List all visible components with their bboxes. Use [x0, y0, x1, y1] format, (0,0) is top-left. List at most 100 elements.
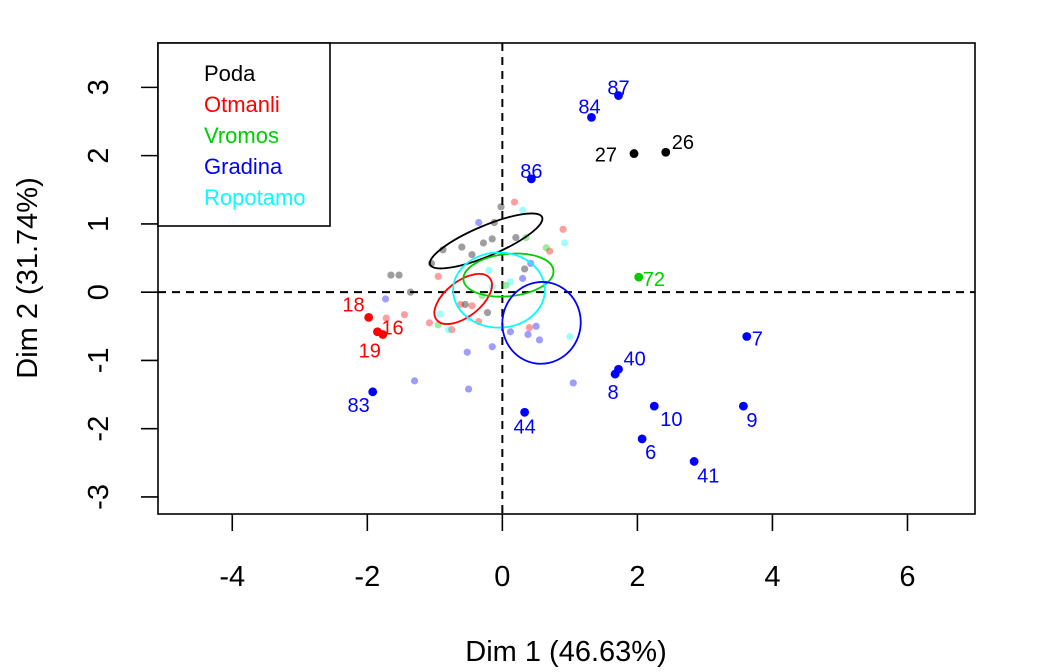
legend-box [157, 42, 331, 227]
faded-point-otmanli-17 [425, 319, 434, 327]
point-83 [368, 387, 378, 397]
faded-point-gradina-36 [488, 343, 496, 351]
point-label-6: 6 [645, 442, 656, 464]
faded-point-otmanli-15 [382, 314, 390, 322]
x-tick-label-6: 6 [899, 561, 915, 593]
point-72 [634, 272, 644, 282]
faded-points [381, 198, 577, 393]
x-tick-label-4: 4 [764, 561, 780, 593]
faded-point-gradina-38 [524, 330, 532, 339]
faded-point-gradina-33 [410, 377, 419, 385]
faded-point-otmanli-19 [456, 300, 465, 309]
point-label-83: 83 [347, 395, 369, 417]
point-label-9: 9 [746, 410, 757, 432]
y-tick-label-2: 2 [83, 148, 115, 164]
faded-point-ropotamo-49 [519, 206, 527, 214]
faded-point-poda-2 [406, 288, 415, 296]
axes: -4 -2 0 2 4 6 -3 -2 -1 0 1 2 3 [83, 42, 976, 593]
faded-point-ropotamo-46 [444, 326, 452, 334]
faded-point-gradina-34 [463, 348, 471, 356]
y-tick-label--2: -2 [83, 416, 115, 442]
point-label-19: 19 [359, 340, 381, 362]
faded-point-poda-7 [479, 239, 488, 247]
plot-frame [157, 42, 976, 515]
faded-point-gradina-35 [464, 385, 473, 393]
faded-point-otmanli-22 [448, 326, 456, 334]
reference-lines [158, 43, 975, 514]
faded-point-poda-1 [395, 271, 403, 279]
x-tick-label-2: 2 [629, 561, 645, 593]
ellipse-otmanli [433, 273, 493, 325]
faded-point-gradina-43 [569, 379, 577, 387]
faded-point-otmanli-26 [546, 247, 554, 255]
ellipse-gradina [501, 281, 582, 365]
faded-point-gradina-37 [506, 328, 515, 336]
x-tick-label--2: -2 [354, 561, 380, 593]
faded-point-poda-13 [461, 300, 469, 309]
faded-point-otmanli-25 [559, 225, 567, 233]
faded-point-poda-14 [483, 309, 492, 317]
faded-point-gradina-39 [532, 322, 540, 330]
faded-point-otmanli-16 [400, 311, 409, 319]
legend-entry-vromos: Vromos [204, 123, 279, 148]
x-axis-label: Dim 1 (46.63%) [465, 636, 666, 668]
faded-point-poda-6 [468, 251, 476, 259]
point-label-7: 7 [752, 329, 763, 351]
faded-point-poda-8 [488, 235, 496, 243]
point-label-8: 8 [608, 382, 619, 404]
legend-entry-ropotamo: Ropotamo [204, 185, 306, 210]
point-8 [610, 369, 620, 379]
ellipse-vromos [462, 252, 555, 298]
point-label-18: 18 [342, 294, 364, 316]
legend: Poda Otmanli Vromos Gradina Ropotamo [157, 42, 331, 227]
point-label-41: 41 [697, 465, 719, 487]
faded-point-vromos-30 [542, 244, 550, 252]
faded-point-otmanli-20 [468, 302, 476, 310]
faded-point-otmanli-18 [434, 272, 442, 281]
point-label-26: 26 [672, 132, 694, 154]
legend-entry-poda: Poda [204, 61, 256, 86]
legend-entry-otmanli: Otmanli [204, 92, 280, 117]
faded-point-otmanli-24 [525, 324, 533, 332]
faded-point-otmanli-23 [510, 198, 519, 206]
faded-point-ropotamo-50 [560, 239, 569, 247]
point-7 [742, 332, 752, 341]
faded-point-gradina-44 [475, 218, 483, 227]
point-label-27: 27 [595, 145, 617, 167]
faded-point-gradina-42 [519, 274, 527, 283]
point-87 [614, 91, 623, 100]
point-86 [526, 174, 536, 184]
point-label-44: 44 [514, 416, 536, 438]
point-44 [520, 407, 530, 417]
point-label-87: 87 [607, 78, 629, 100]
point-10 [649, 401, 659, 411]
faded-point-poda-12 [521, 265, 529, 273]
y-axis-label: Dim 2 (31.74%) [12, 177, 44, 378]
faded-point-gradina-40 [535, 336, 544, 344]
x-tick-label--4: -4 [219, 561, 245, 593]
faded-point-poda-11 [512, 233, 520, 242]
faded-point-ropotamo-53 [485, 266, 493, 274]
faded-point-gradina-32 [381, 295, 390, 303]
faded-point-ropotamo-48 [506, 278, 515, 286]
faded-point-ropotamo-51 [566, 332, 574, 341]
point-label-84: 84 [578, 96, 600, 118]
y-tick-label--1: -1 [83, 348, 115, 374]
faded-point-poda-10 [497, 203, 505, 211]
point-6 [637, 434, 647, 444]
ellipse-poda [429, 212, 544, 270]
point-label-86: 86 [520, 161, 542, 183]
point-label-40: 40 [623, 348, 645, 370]
y-tick-label-0: 0 [83, 284, 115, 300]
faded-point-poda-0 [387, 271, 395, 279]
point-26 [661, 147, 671, 157]
x-tick-label-0: 0 [494, 561, 510, 593]
ellipse-ropotamo [452, 251, 546, 329]
point-41 [689, 457, 699, 466]
point-9 [739, 401, 748, 411]
confidence-ellipses [429, 212, 582, 365]
y-tick-label--3: -3 [83, 484, 115, 510]
legend-entry-gradina: Gradina [204, 154, 283, 179]
